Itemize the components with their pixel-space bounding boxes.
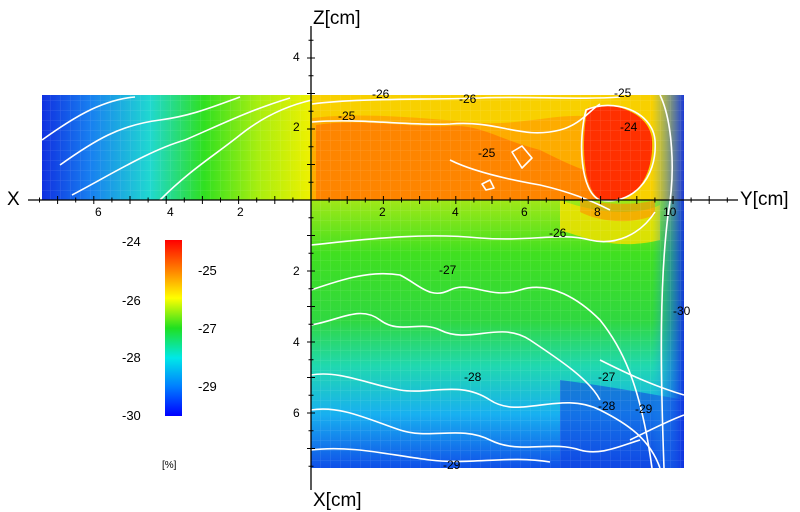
contour-line bbox=[599, 359, 685, 396]
contour-line bbox=[310, 408, 641, 453]
contour-line bbox=[159, 99, 313, 201]
colorbar-tick-label: -30 bbox=[122, 408, 141, 423]
colorbar: -24 -26 -28 -30 -25 -27 -29 [%] bbox=[122, 234, 217, 471]
contour-label: -25 bbox=[614, 86, 632, 100]
contour-line bbox=[310, 447, 551, 463]
z-tick-label: 4 bbox=[293, 50, 300, 64]
contour-line bbox=[511, 145, 533, 169]
contour-label: -30 bbox=[673, 304, 691, 318]
contour-label: -27 bbox=[439, 263, 457, 277]
colorbar-tick-label: -29 bbox=[198, 379, 217, 394]
contour-line bbox=[629, 414, 685, 441]
contour-line bbox=[659, 94, 673, 469]
z-axis-name-top: Z[cm] bbox=[313, 8, 361, 29]
contour-line bbox=[310, 312, 601, 401]
contour-line bbox=[449, 159, 611, 211]
contour-label: -29 bbox=[443, 458, 461, 472]
contour-line bbox=[481, 179, 495, 191]
axis-tick-marks bbox=[39, 39, 728, 467]
heatmap-upper bbox=[42, 95, 684, 200]
contour-label: -28 bbox=[598, 399, 616, 413]
contour-line bbox=[310, 373, 661, 469]
contour-label: -26 bbox=[459, 92, 477, 106]
contour-label: -26 bbox=[549, 226, 567, 240]
contour-line bbox=[311, 96, 621, 105]
contour-line bbox=[580, 104, 656, 202]
contour-label: -25 bbox=[338, 109, 356, 123]
y-tick-label: 4 bbox=[452, 205, 459, 219]
contour-label: -26 bbox=[372, 87, 390, 101]
y-tick-label: 10 bbox=[663, 205, 677, 219]
heatmap-lower bbox=[311, 200, 684, 468]
contour-line bbox=[310, 272, 653, 469]
contour-line bbox=[310, 211, 656, 246]
x-axis-name-left: X bbox=[7, 189, 20, 210]
x-left-tick-label: 4 bbox=[167, 205, 174, 219]
x-down-tick-label: 6 bbox=[293, 406, 300, 420]
contour-line bbox=[311, 103, 601, 134]
y-tick-label: 2 bbox=[379, 205, 386, 219]
x-down-tick-label: 4 bbox=[293, 335, 300, 349]
x-left-tick-label: 2 bbox=[237, 205, 244, 219]
x-down-tick-label: 2 bbox=[293, 264, 300, 278]
contour-label: -24 bbox=[620, 120, 638, 134]
contour-label: -28 bbox=[464, 370, 482, 384]
z-tick-label: 2 bbox=[293, 120, 300, 134]
contour-label: -29 bbox=[635, 402, 653, 416]
contour-line bbox=[59, 96, 241, 166]
colorbar-tick-label: -26 bbox=[122, 293, 141, 308]
contour-line bbox=[41, 96, 136, 141]
colorbar-unit-label: [%] bbox=[162, 460, 177, 471]
colorbar-gradient-bar bbox=[165, 240, 182, 416]
contour-label: -25 bbox=[478, 146, 496, 160]
contour-label: -27 bbox=[598, 370, 616, 384]
colorbar-tick-label: -28 bbox=[122, 350, 141, 365]
colorbar-tick-label: -24 bbox=[122, 234, 141, 249]
colorbar-tick-label: -27 bbox=[198, 321, 217, 336]
x-left-tick-label: 6 bbox=[95, 205, 102, 219]
contour-line bbox=[71, 97, 291, 196]
colorbar-tick-label: -25 bbox=[198, 263, 217, 278]
contour-lines bbox=[41, 94, 685, 469]
y-tick-label: 8 bbox=[594, 205, 601, 219]
y-axis-name-right: Y[cm] bbox=[740, 189, 789, 210]
x-axis-name-bottom: X[cm] bbox=[313, 490, 362, 511]
y-tick-label: 6 bbox=[521, 205, 528, 219]
